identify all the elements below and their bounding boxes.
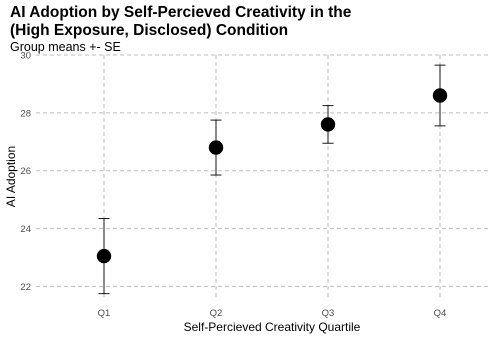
data-point — [320, 117, 336, 132]
data-point — [432, 88, 448, 103]
y-tick-label: 28 — [20, 108, 31, 119]
chart-subtitle: Group means +- SE — [10, 40, 121, 54]
x-tick-label: Q1 — [98, 308, 111, 319]
chart-title: AI Adoption by Self-Percieved Creativity… — [10, 4, 352, 39]
x-axis-label: Self-Percieved Creativity Quartile — [184, 320, 361, 334]
y-tick-label: 30 — [20, 51, 31, 62]
x-tick-label: Q3 — [322, 308, 335, 319]
y-tick-label: 24 — [20, 224, 31, 235]
data-point — [96, 248, 112, 264]
y-axis-label: AI Adoption — [4, 146, 18, 207]
y-tick-label: 26 — [20, 166, 31, 177]
y-tick-label: 22 — [20, 282, 31, 293]
data-point — [208, 140, 224, 155]
x-tick-label: Q2 — [210, 308, 223, 319]
x-tick-label: Q4 — [434, 308, 447, 319]
